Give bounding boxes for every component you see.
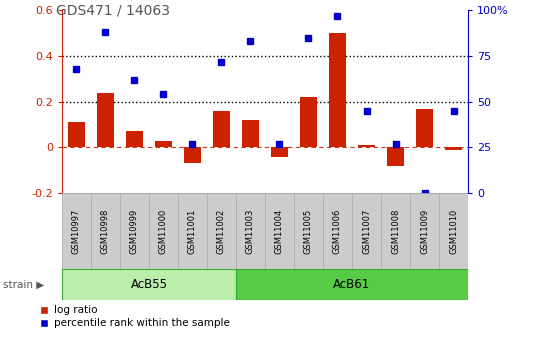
Bar [62,193,91,269]
Bar [213,111,230,148]
Bar [242,120,259,148]
Text: GSM11008: GSM11008 [391,208,400,254]
Bar [97,93,114,148]
Legend: log ratio, percentile rank within the sample: log ratio, percentile rank within the sa… [40,305,230,328]
Bar [445,148,462,150]
Bar [294,193,323,269]
Bar [410,193,439,269]
Text: GDS471 / 14063: GDS471 / 14063 [56,3,171,18]
Text: GSM11009: GSM11009 [420,208,429,254]
Bar [120,193,149,269]
Bar [183,148,201,164]
Text: AcB55: AcB55 [130,278,167,291]
Bar [439,193,468,269]
Text: GSM11010: GSM11010 [449,208,458,254]
Text: GSM11004: GSM11004 [275,208,284,254]
Bar [155,141,172,148]
Bar [329,33,346,148]
Bar [416,109,433,148]
Bar [149,193,178,269]
Text: GSM11007: GSM11007 [362,208,371,254]
Bar [126,131,143,148]
Bar [323,193,352,269]
Bar [236,269,468,300]
Text: AcB61: AcB61 [334,278,371,291]
Text: strain ▶: strain ▶ [3,280,44,289]
Bar [236,193,265,269]
Bar [62,269,236,300]
Bar [207,193,236,269]
Text: GSM11003: GSM11003 [246,208,255,254]
Bar [68,122,85,148]
Bar [91,193,120,269]
Text: GSM11000: GSM11000 [159,208,168,254]
Bar [271,148,288,157]
Bar [265,193,294,269]
Bar [381,193,410,269]
Text: GSM10999: GSM10999 [130,208,139,254]
Text: GSM11002: GSM11002 [217,208,226,254]
Bar [300,97,317,148]
Bar [358,145,375,148]
Text: GSM11005: GSM11005 [304,208,313,254]
Text: GSM10998: GSM10998 [101,208,110,254]
Text: GSM11006: GSM11006 [333,208,342,254]
Bar [352,193,381,269]
Text: GSM11001: GSM11001 [188,208,197,254]
Text: GSM10997: GSM10997 [72,208,81,254]
Bar [387,148,404,166]
Bar [178,193,207,269]
